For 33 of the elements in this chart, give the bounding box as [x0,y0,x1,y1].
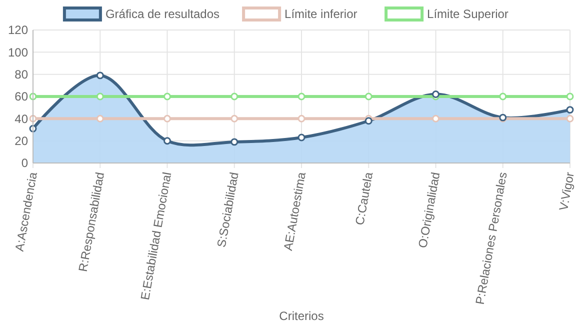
point [298,92,306,100]
x-tick-label: C:Cautela [352,170,376,226]
point [230,92,238,100]
x-tick-label: P:Relaciones Personales [472,171,510,306]
y-tick-label: 20 [14,134,28,148]
y-tick-label: 120 [8,23,28,38]
point [230,114,238,122]
point [566,114,574,122]
point [364,117,372,125]
y-tick-label: 0 [21,156,28,170]
point [164,92,171,100]
y-tick-label: 40 [14,112,28,126]
point [164,137,171,145]
legend-label: Límite Superior [427,7,508,22]
y-tick-label: 60 [14,90,28,104]
point [298,134,306,142]
point [96,114,104,122]
point [298,114,306,122]
point [432,114,440,122]
y-tick-label: 100 [8,45,28,60]
point [230,138,238,146]
legend-label: Gráfica de resultados [105,7,220,22]
point [96,92,104,100]
point [566,106,574,114]
point [566,92,574,100]
point [164,114,171,122]
y-tick-label: 80 [14,68,28,82]
point [499,92,507,100]
x-tick-label: V:Vigor [556,171,577,212]
legend-label: Límite inferior [284,7,358,22]
point [364,92,372,100]
point [96,72,104,80]
x-axis-title: Criterios [279,309,324,323]
